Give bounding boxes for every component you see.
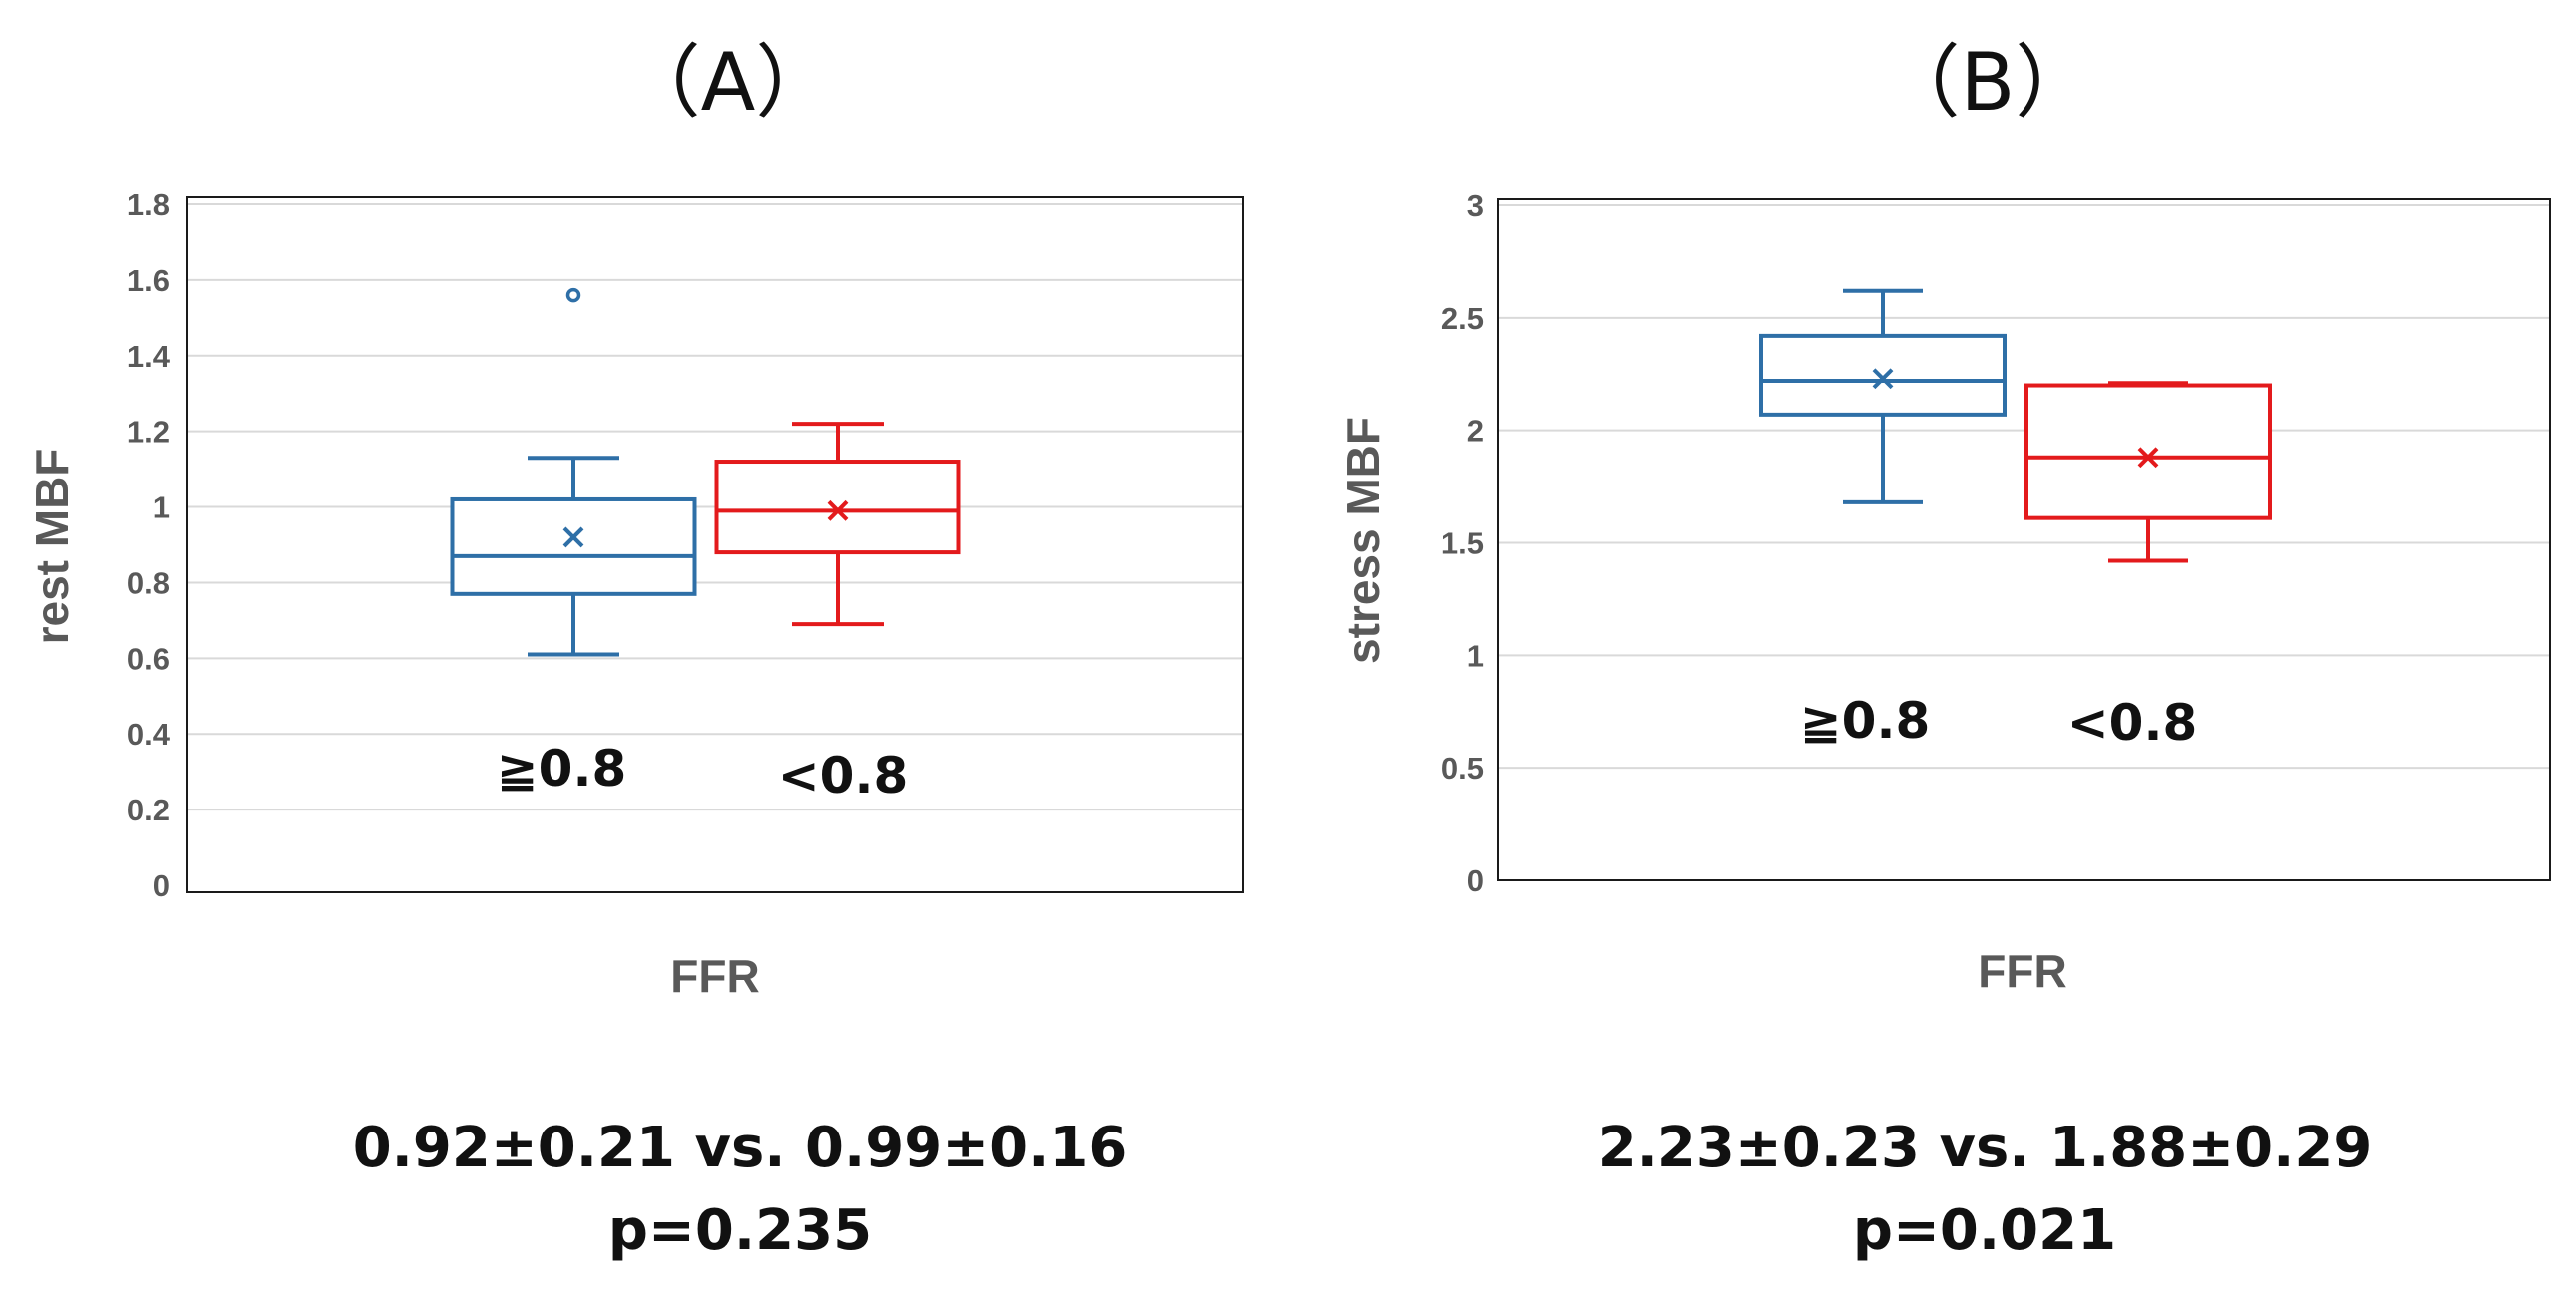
panel-b-stat-means: 2.23±0.23 vs. 1.88±0.29 [1598,1116,2373,1180]
panel-a-y-tick-label: 1 [153,490,170,525]
panel-b-x-axis-title: FFR [1978,945,2066,997]
panel-b-y-tick-label: 0 [1467,863,1484,898]
panel-b-gridlines [1498,204,2550,770]
panel-a-title: （A） [621,36,836,129]
panel-b-y-tick-label: 3 [1467,188,1484,223]
panel-a-box-group-high [450,287,697,657]
panel-a-y-tick-label: 0.4 [127,717,171,752]
panel-b-y-tick-label: 1 [1467,638,1484,673]
panel-a-y-tick-label: 1.6 [127,263,170,298]
mean-marker-stroke-2 [562,526,584,548]
panel-a-y-tick-label: 0.6 [127,641,170,676]
panel-a-boxes [450,287,961,657]
panel-b-y-tick-label: 2.5 [1441,301,1484,336]
panel-a-tick-labels: 0 0.2 0.4 0.6 0.8 1 1.2 1.4 1.6 1.8 [127,187,171,903]
panel-b-y-tick-label: 0.5 [1441,751,1484,786]
panel-a-group-label-low: <0.8 [778,747,908,805]
mean-marker-stroke-2 [2137,447,2159,469]
panel-b-boxes [1759,288,2272,563]
panel-b-plot-frame [1497,198,2551,881]
panel-a-y-tick-label: 1.2 [127,415,170,450]
panel-a-y-tick-label: 0.2 [127,793,170,827]
box-iqr [450,496,697,596]
panel-a-y-axis-title: rest MBF [26,449,78,645]
panel-a-plot-frame [186,196,1244,893]
panel-b: （B） 0 0.5 1 1.5 2 2.5 3 stress MBF ≧0.8 <0.8 F… [1337,36,2551,1263]
panel-b-group-label-low: <0.8 [2067,694,2197,752]
panel-a-y-tick-label: 1.4 [127,339,171,374]
panel-b-y-tick-label: 1.5 [1441,526,1484,561]
panel-a-y-tick-label: 1.8 [127,187,170,222]
mean-marker-stroke-2 [1872,368,1894,390]
panel-b-y-axis-title: stress MBF [1337,417,1389,664]
box-iqr [714,460,961,555]
panel-a-y-tick-label: 0 [153,868,170,903]
panel-a-x-axis-title: FFR [670,950,759,1002]
panel-a-group-label-high: ≧0.8 [497,740,626,798]
box-iqr [1759,333,2007,417]
panel-a: （A） 00.20.40.60.811.21.41.61.8 rest MBF … [26,36,1244,1263]
panel-b-tick-labels: 0 0.5 1 1.5 2 2.5 3 [1441,188,1484,898]
panel-b-stat-pvalue: p=0.021 [1853,1198,2116,1263]
panel-b-group-label-high: ≧0.8 [1800,692,1930,750]
box-iqr [2024,383,2272,520]
mean-marker-stroke-2 [827,499,849,521]
panel-a-y-tick-label: 0.8 [127,565,170,600]
panel-a-box-group-low [714,422,961,627]
panel-b-box-group-low [2024,381,2272,563]
panel-b-y-tick-label: 2 [1467,414,1484,449]
panel-a-stat-pvalue: p=0.235 [608,1198,872,1263]
panel-a-stat-means: 0.92±0.21 vs. 0.99±0.16 [353,1116,1128,1180]
panel-b-title: （B） [1881,36,2095,129]
outlier-point [565,287,581,303]
panel-b-box-group-high [1759,288,2007,504]
